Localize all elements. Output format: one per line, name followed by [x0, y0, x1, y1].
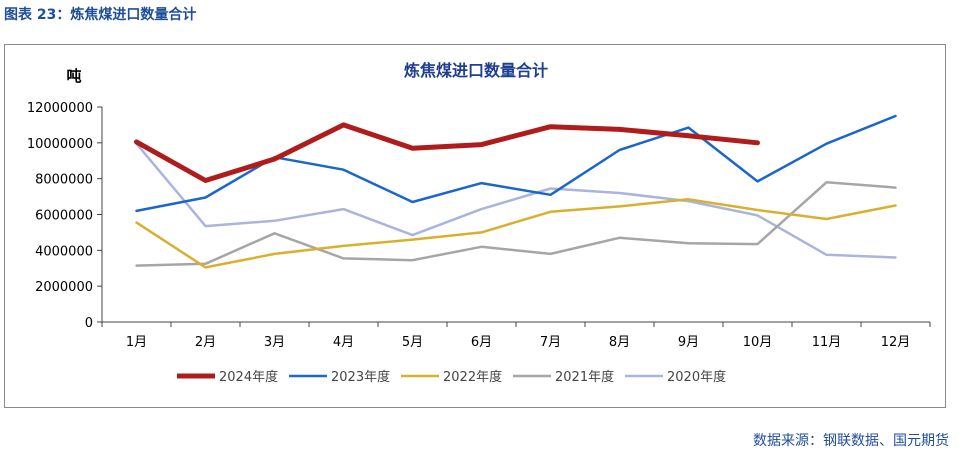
- x-tick-label: 11月: [812, 335, 842, 350]
- series-line: [135, 181, 897, 267]
- x-tick-label: 5月: [402, 335, 423, 350]
- source-note: 数据来源：钢联数据、国元期货: [753, 433, 949, 449]
- x-tick-label: 4月: [333, 335, 354, 350]
- figure-caption: 图表 23：炼焦煤进口数量合计: [4, 7, 197, 23]
- legend-label: 2024年度: [219, 369, 278, 385]
- legend-label: 2020年度: [667, 369, 726, 385]
- x-tick-label: 12月: [881, 335, 911, 350]
- x-tick-label: 9月: [678, 335, 699, 350]
- x-tick-label: 2月: [195, 335, 216, 350]
- y-tick-label: 0: [85, 316, 93, 331]
- y-tick-label: 4000000: [35, 244, 93, 259]
- axes: 0 2000000 4000000 6000000 8000000 10000000 120…: [27, 101, 931, 350]
- series-line: [135, 114, 897, 213]
- y-tick-label: 10000000: [27, 137, 93, 152]
- line-chart: 炼焦煤进口数量合计 吨 0 2000000 4000000 6000000 800000…: [27, 61, 931, 385]
- y-tick-label: 6000000: [35, 209, 93, 224]
- x-tick-label: 8月: [609, 335, 630, 350]
- chart-title: 炼焦煤进口数量合计: [404, 61, 548, 80]
- x-tick-label: 3月: [264, 335, 285, 350]
- y-tick-label: 12000000: [27, 101, 93, 116]
- x-tick-label: 10月: [743, 335, 773, 350]
- series-line: [134, 122, 760, 183]
- y-tick-label: 8000000: [35, 173, 93, 188]
- series-line: [135, 198, 897, 269]
- series-line: [135, 142, 897, 259]
- y-tick-label: 2000000: [35, 280, 93, 295]
- series-lines: [134, 114, 897, 269]
- legend-label: 2022年度: [443, 369, 502, 385]
- x-tick-label: 1月: [126, 335, 147, 350]
- legend-label: 2023年度: [331, 369, 390, 385]
- legend-label: 2021年度: [555, 369, 614, 385]
- y-axis-unit-label: 吨: [66, 67, 81, 85]
- x-tick-label: 6月: [471, 335, 492, 350]
- chart-legend: 2024年度 2023年度 2022年度 2021年度 2020年度: [177, 369, 726, 385]
- chart-frame: 炼焦煤进口数量合计 吨 0 2000000 4000000 6000000 800000…: [4, 44, 946, 408]
- x-tick-label: 7月: [540, 335, 561, 350]
